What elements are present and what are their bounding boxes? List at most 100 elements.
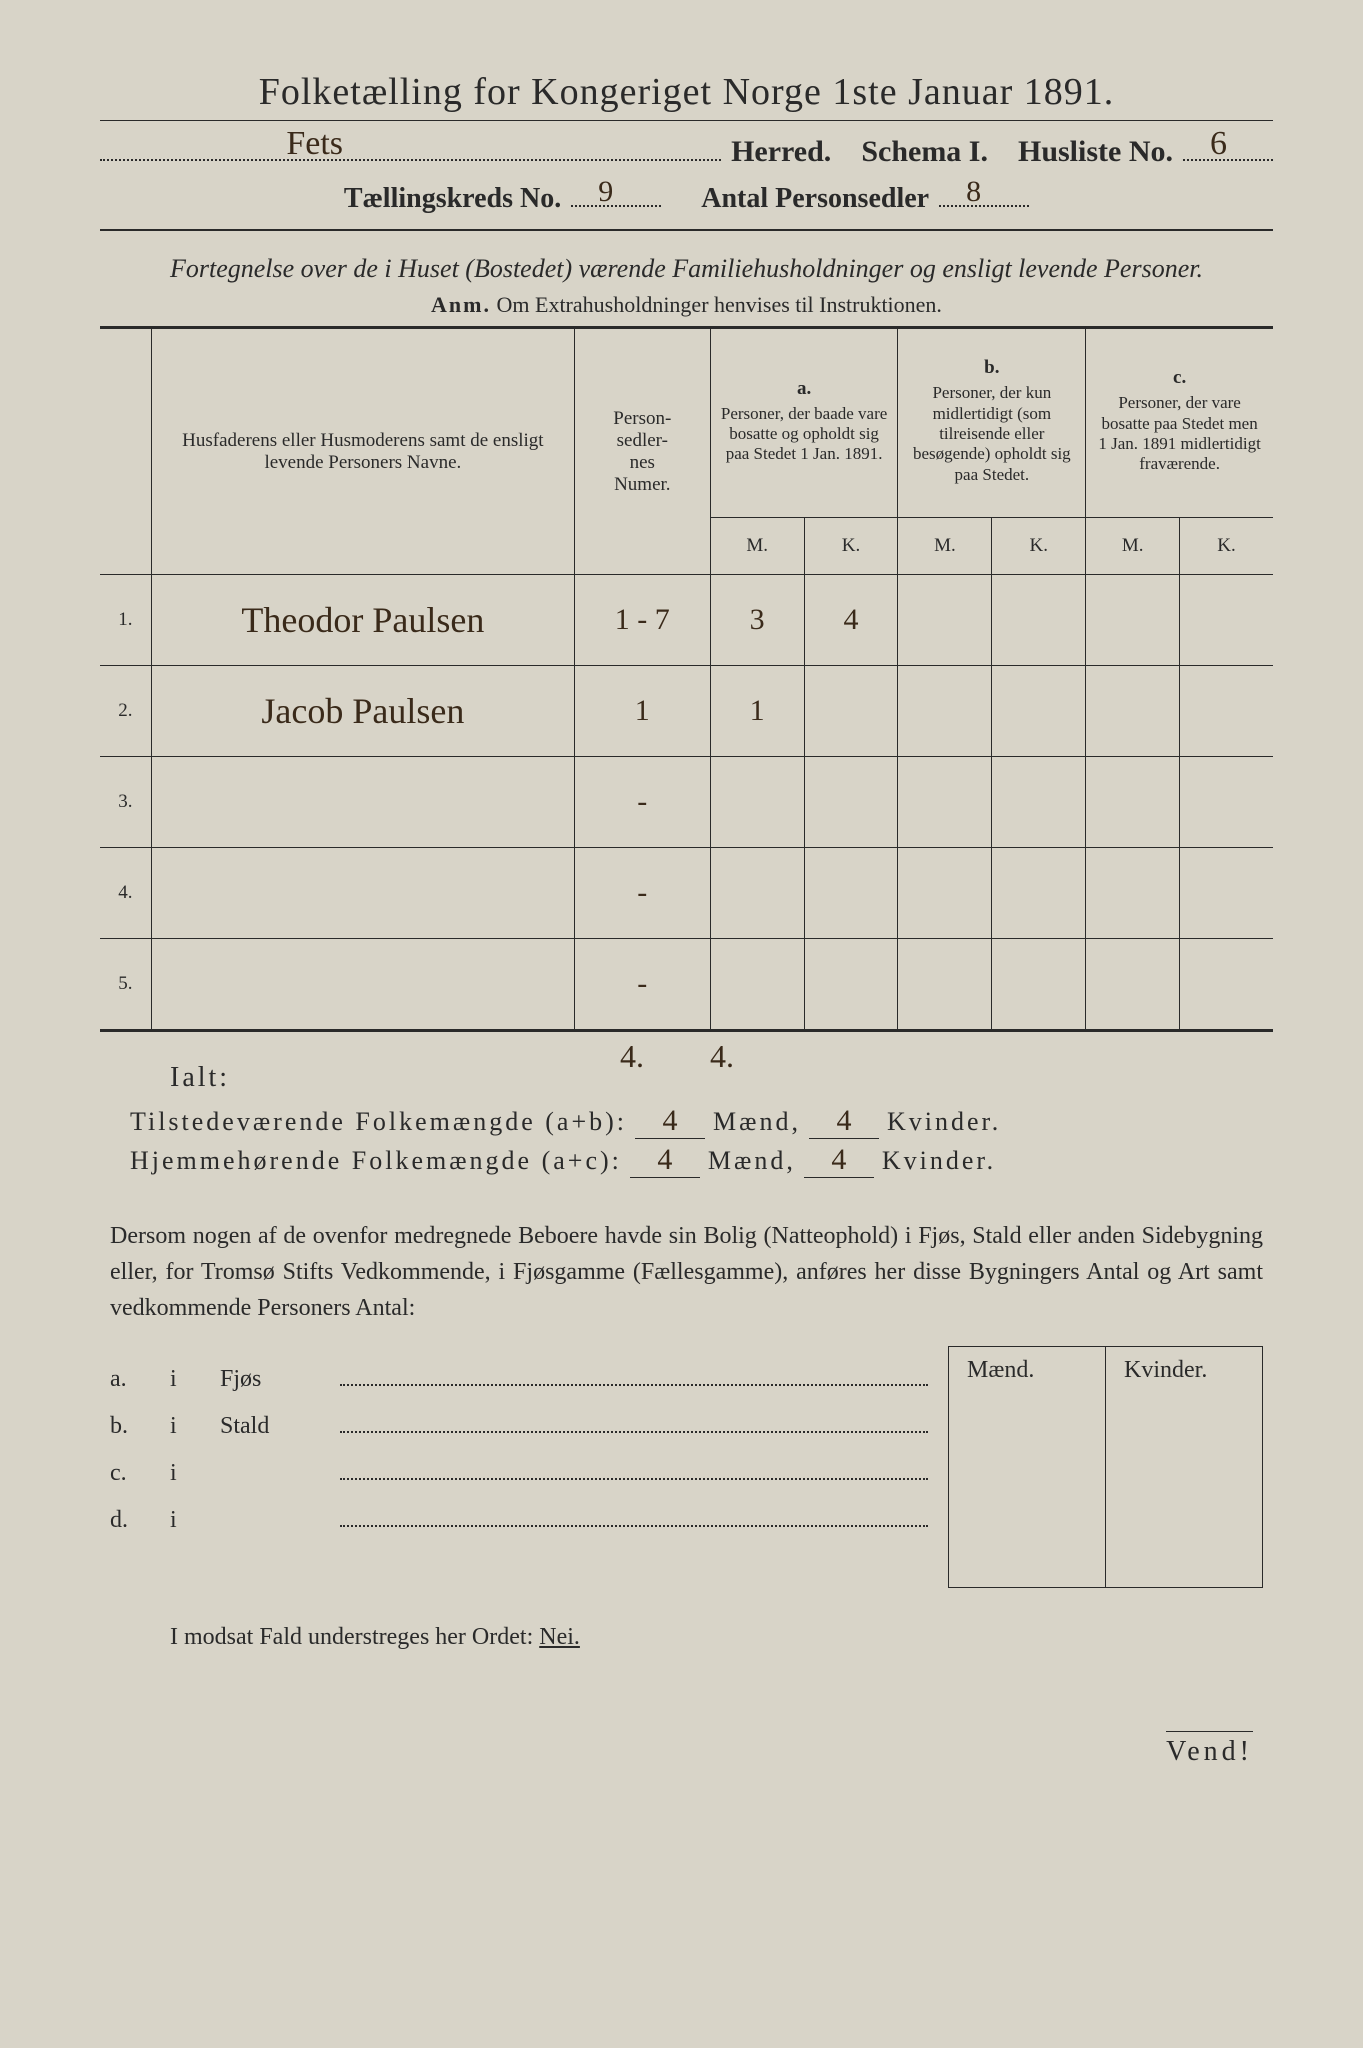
row-sedler-num: - [574, 757, 710, 848]
table-row: 2.Jacob Paulsen11 [100, 666, 1273, 757]
sum1-k: 4 [809, 1104, 879, 1139]
husliste-label: Husliste No. [1018, 135, 1173, 169]
outb-key: d. [110, 1507, 170, 1534]
outbuilding-paragraph: Dersom nogen af de ovenfor medregnede Be… [110, 1218, 1263, 1326]
outb-key: a. [110, 1366, 170, 1393]
row-c-m [1086, 666, 1180, 757]
antal-handwritten: 8 [966, 175, 981, 209]
sum1-mid: Mænd, [713, 1107, 801, 1137]
outbuilding-row: a.iFjøs [110, 1360, 948, 1393]
sum-line-present: Tilstedeværende Folkemængde (a+b): 4 Mæn… [130, 1104, 1273, 1139]
vend-label: Vend! [1166, 1731, 1253, 1768]
row-b-m [898, 757, 992, 848]
row-name: Jacob Paulsen [151, 666, 574, 757]
row-c-m [1086, 757, 1180, 848]
row-num: 1. [100, 575, 151, 666]
kreds-field: 9 [571, 177, 661, 207]
row-a-m: 3 [710, 575, 804, 666]
col-a-m: M. [710, 518, 804, 575]
outb-i: i [170, 1460, 220, 1487]
nei-line: I modsat Fald understreges her Ordet: Ne… [170, 1624, 1263, 1651]
sum2-k: 4 [804, 1143, 874, 1178]
outb-key: c. [110, 1460, 170, 1487]
outbuilding-section: a.iFjøsb.iStaldc.id.i Mænd. Kvinder. [110, 1346, 1263, 1588]
row-sedler-num: - [574, 848, 710, 939]
row-b-k [992, 666, 1086, 757]
col-b-k: K. [992, 518, 1086, 575]
row-b-m [898, 848, 992, 939]
row-sedler-num: - [574, 939, 710, 1031]
outbuilding-row: d.i [110, 1501, 948, 1534]
row-c-k [1180, 575, 1273, 666]
row-a-m [710, 848, 804, 939]
sum2-label: Hjemmehørende Folkemængde (a+c): [130, 1146, 622, 1176]
sum-line-resident: Hjemmehørende Folkemængde (a+c): 4 Mænd,… [130, 1143, 1273, 1178]
husliste-field: 6 [1183, 129, 1273, 161]
row-c-k [1180, 939, 1273, 1031]
row-a-k [804, 757, 898, 848]
col-b-m: M. [898, 518, 992, 575]
sum2-m: 4 [630, 1143, 700, 1178]
sum1-m: 4 [635, 1104, 705, 1139]
row-name [151, 939, 574, 1031]
outb-i: i [170, 1507, 220, 1534]
antal-label: Antal Personsedler [701, 183, 929, 215]
table-row: 1.Theodor Paulsen1 - 734 [100, 575, 1273, 666]
row-num: 3. [100, 757, 151, 848]
row-b-m [898, 939, 992, 1031]
row-a-m: 1 [710, 666, 804, 757]
kreds-label: Tællingskreds No. [344, 183, 561, 215]
row-a-m [710, 939, 804, 1031]
row-name [151, 848, 574, 939]
outb-label: Fjøs [220, 1366, 340, 1393]
sum1-label: Tilstedeværende Folkemængde (a+b): [130, 1107, 627, 1137]
header-line-2: Fets Herred. Schema I. Husliste No. 6 [100, 129, 1273, 169]
col-header-b: b. Personer, der kun midlertidigt (som t… [898, 328, 1086, 518]
outb-label: Stald [220, 1413, 340, 1440]
row-c-k [1180, 848, 1273, 939]
anm-label: Anm. [431, 292, 491, 317]
col-c-k: K. [1180, 518, 1273, 575]
herred-label: Herred. [731, 135, 831, 169]
row-c-m [1086, 939, 1180, 1031]
col-header-a: a. Personer, der baade vare bosatte og o… [710, 328, 898, 518]
row-name: Theodor Paulsen [151, 575, 574, 666]
col-header-c: c. Personer, der vare bosatte paa Stedet… [1086, 328, 1273, 518]
outb-i: i [170, 1366, 220, 1393]
col-header-num: Person- sedler- nes Numer. [574, 328, 710, 575]
row-b-k [992, 848, 1086, 939]
nei-text: I modsat Fald understreges her Ordet: [170, 1624, 533, 1650]
row-b-m [898, 666, 992, 757]
table-row: 5. - [100, 939, 1273, 1031]
row-num: 5. [100, 939, 151, 1031]
outb-dots [340, 1360, 928, 1386]
row-b-k [992, 575, 1086, 666]
row-sedler-num: 1 [574, 666, 710, 757]
husliste-handwritten: 6 [1210, 125, 1227, 163]
herred-field: Fets [100, 129, 721, 161]
schema-label: Schema I. [861, 135, 988, 169]
row-a-k [804, 666, 898, 757]
header-line-3: Tællingskreds No. 9 Antal Personsedler 8 [100, 177, 1273, 231]
table-row: 4. - [100, 848, 1273, 939]
subcaption: Fortegnelse over de i Huset (Bostedet) v… [110, 251, 1263, 286]
row-c-m [1086, 848, 1180, 939]
row-b-m [898, 575, 992, 666]
row-b-k [992, 939, 1086, 1031]
tally-hand-k: 4. [710, 1038, 734, 1075]
outb-dots [340, 1454, 928, 1480]
annotation-line: Anm. Om Extrahusholdninger henvises til … [100, 292, 1273, 318]
anm-text: Om Extrahusholdninger henvises til Instr… [497, 292, 942, 317]
outb-col-m: Mænd. [949, 1347, 1106, 1587]
antal-field: 8 [939, 177, 1029, 207]
table-row: 3. - [100, 757, 1273, 848]
row-b-k [992, 757, 1086, 848]
nei-word: Nei. [539, 1624, 580, 1650]
outb-key: b. [110, 1413, 170, 1440]
col-c-m: M. [1086, 518, 1180, 575]
row-a-k [804, 848, 898, 939]
row-c-k [1180, 757, 1273, 848]
outb-dots [340, 1501, 928, 1527]
row-a-m [710, 757, 804, 848]
row-num: 4. [100, 848, 151, 939]
